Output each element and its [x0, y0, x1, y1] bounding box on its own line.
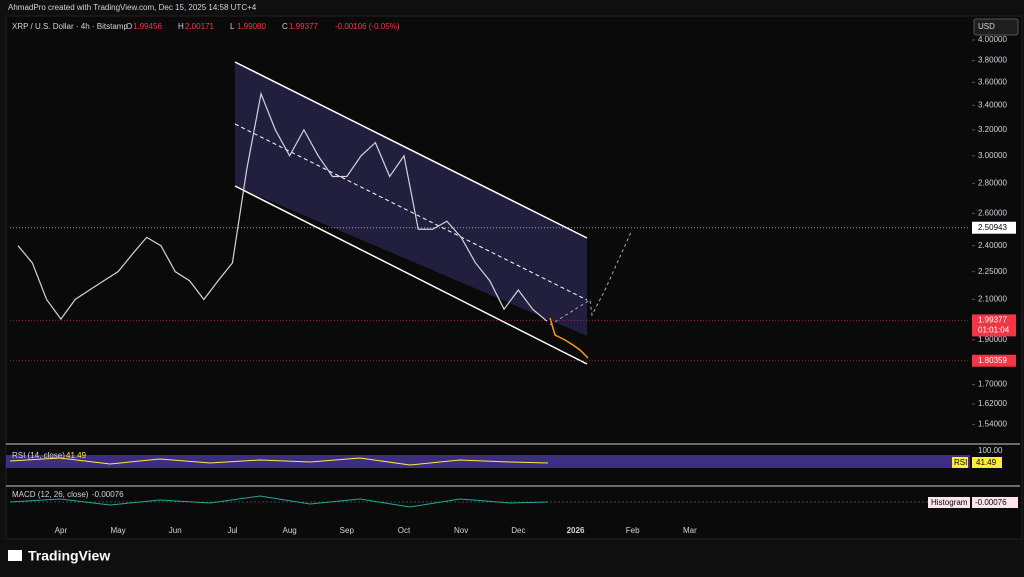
price-tag-box: [972, 314, 1016, 337]
price-tag: 1.80359: [978, 356, 1007, 365]
rsi-value-box: [972, 457, 1002, 468]
x-tick-label: Nov: [454, 526, 468, 535]
logo-icon: [8, 550, 22, 561]
y-tick-label: 4.00000: [978, 35, 1007, 44]
projection-up: [549, 229, 633, 326]
x-tick-label: Aug: [282, 526, 296, 535]
macd-axis-value: -0.00076: [975, 498, 1007, 507]
y-tick-label: 3.60000: [978, 77, 1007, 86]
macd-value-box: [972, 497, 1018, 508]
x-tick-label: Oct: [398, 526, 411, 535]
price-tag: 2.50943: [978, 223, 1007, 232]
y-tick-label: 1.62000: [978, 399, 1007, 408]
channel-fill: [235, 62, 587, 336]
rsi-title: RSI (14, close): [12, 451, 65, 460]
x-tick-label: Jun: [169, 526, 182, 535]
ohlc-key: O: [126, 22, 132, 31]
macd-line: [9, 495, 549, 508]
x-tick-label: Feb: [626, 526, 640, 535]
ohlc-value: 1.99377: [289, 22, 318, 31]
change: -0.00106 (-0.05%): [335, 22, 400, 31]
price-tag-box: [972, 354, 1016, 367]
price-line: [17, 91, 548, 322]
y-tick-label: 2.10000: [978, 295, 1007, 304]
x-tick-label: Dec: [511, 526, 525, 535]
logo: TradingView: [28, 548, 110, 564]
y-tick-label: 3.40000: [978, 101, 1007, 110]
x-tick-label: Mar: [683, 526, 697, 535]
rsi-value: 41.49: [66, 451, 87, 460]
ohlc-key: L: [230, 22, 235, 31]
ohlc-key: C: [282, 22, 288, 31]
x-tick-label: Sep: [340, 526, 355, 535]
projection-down: [549, 317, 589, 359]
channel-lower: [234, 185, 588, 365]
price-tag: 1.99377: [978, 315, 1007, 324]
currency-box[interactable]: [973, 18, 1019, 36]
currency[interactable]: USD: [978, 22, 995, 31]
macd-tag: Histogram: [931, 498, 968, 507]
ohlc-value: 1.99456: [133, 22, 162, 31]
macd-value: -0.00076: [92, 490, 124, 499]
rsi-tag-box: [952, 457, 968, 468]
ohlc-value: 1.99080: [237, 22, 266, 31]
x-tick-label: Jul: [227, 526, 237, 535]
x-tick-label: 2026: [567, 526, 585, 535]
credit: AhmadPro created with TradingView.com, D…: [8, 3, 257, 12]
x-tick-label: Apr: [55, 526, 68, 535]
rsi-line: [9, 457, 549, 466]
channel-mid: [234, 123, 588, 301]
y-tick-label: 2.40000: [978, 241, 1007, 250]
ohlc-key: H: [178, 22, 184, 31]
y-tick-label: 1.54000: [978, 420, 1007, 429]
countdown: 01:01:04: [978, 325, 1010, 334]
plot: 4.00000 3.80000 3.60000 3.40000 3.20000 3.000…: [10, 35, 1016, 535]
rsi-tag: RSI: [954, 458, 967, 467]
macd-title: MACD (12, 26, close): [12, 490, 89, 499]
y-tick-label: 2.60000: [978, 209, 1007, 218]
y-tick-label: 1.70000: [978, 380, 1007, 389]
x-tick-label: May: [111, 526, 126, 535]
ohlc: O 1.99456 H 2.00171 L 1.99080 C 1.99377: [126, 22, 318, 31]
ohlc-value: 2.00171: [185, 22, 214, 31]
y-tick-label: 2.25000: [978, 267, 1007, 276]
y-tick-label: 3.20000: [978, 125, 1007, 134]
macd-tag-box: [928, 497, 970, 508]
y-tick-label: 3.00000: [978, 151, 1007, 160]
y-tick-label: 3.80000: [978, 56, 1007, 65]
rsi-level: 100.00: [978, 446, 1003, 455]
y-tick-label: 2.80000: [978, 179, 1007, 188]
rsi-axis-value: 41.49: [976, 458, 997, 467]
y-tick-label: 1.90000: [978, 335, 1007, 344]
symbol: XRP / U.S. Dollar · 4h · Bitstamp: [12, 22, 128, 31]
price-tag-box: [972, 221, 1016, 234]
channel-upper: [234, 61, 588, 239]
